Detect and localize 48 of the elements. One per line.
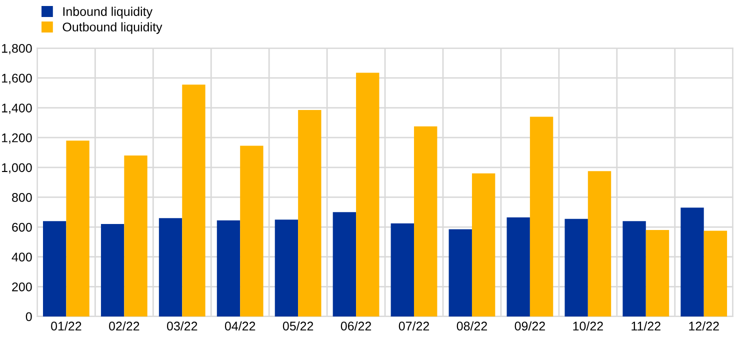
bar — [622, 221, 646, 316]
y-tick-label: 0 — [26, 312, 32, 322]
x-tick-label: 11/22 — [632, 321, 660, 331]
y-tick-label: 600 — [12, 222, 32, 232]
y-tick-label: 1,600 — [2, 74, 32, 84]
x-tick-label: 02/22 — [109, 321, 140, 331]
bar — [100, 224, 124, 316]
bar — [588, 171, 612, 316]
bar — [66, 140, 90, 316]
bar — [414, 126, 438, 316]
x-tick-label: 12/22 — [689, 321, 719, 331]
bar — [390, 223, 414, 316]
bar — [124, 155, 148, 316]
x-tick-label: 07/22 — [398, 321, 430, 331]
x-tick-label: 01/22 — [51, 321, 82, 331]
x-tick-label: 10/22 — [573, 321, 603, 331]
bar — [472, 173, 496, 316]
bar — [42, 221, 66, 316]
y-tick-label: 400 — [12, 252, 32, 262]
bar — [680, 208, 704, 316]
bar — [158, 218, 182, 316]
bar — [274, 220, 298, 316]
bar — [298, 110, 322, 316]
bar — [356, 72, 380, 316]
bar — [182, 84, 206, 316]
bar — [240, 146, 264, 316]
y-tick-label: 1,800 — [2, 44, 32, 54]
x-tick-label: 03/22 — [166, 321, 198, 331]
bar — [530, 116, 554, 316]
x-tick-label: 08/22 — [456, 321, 487, 331]
x-tick-label: 05/22 — [282, 321, 314, 331]
x-tick-label: 09/22 — [514, 321, 545, 331]
bar — [506, 217, 530, 316]
bar — [646, 230, 670, 316]
x-tick-label: 04/22 — [224, 321, 256, 331]
y-tick-label: 200 — [12, 282, 32, 292]
bar — [564, 218, 588, 316]
y-tick-label: 1,400 — [2, 104, 32, 114]
bar — [704, 230, 728, 316]
y-tick-label: 1,000 — [2, 163, 32, 174]
y-tick-label: 1,200 — [2, 133, 32, 144]
bar — [332, 212, 356, 316]
legend-label: Outbound liquidity — [62, 22, 162, 34]
bar — [216, 220, 240, 316]
legend-label: Inbound liquidity — [63, 6, 153, 18]
x-tick-label: 06/22 — [340, 321, 372, 331]
bar — [448, 229, 472, 316]
y-tick-label: 800 — [12, 193, 32, 202]
